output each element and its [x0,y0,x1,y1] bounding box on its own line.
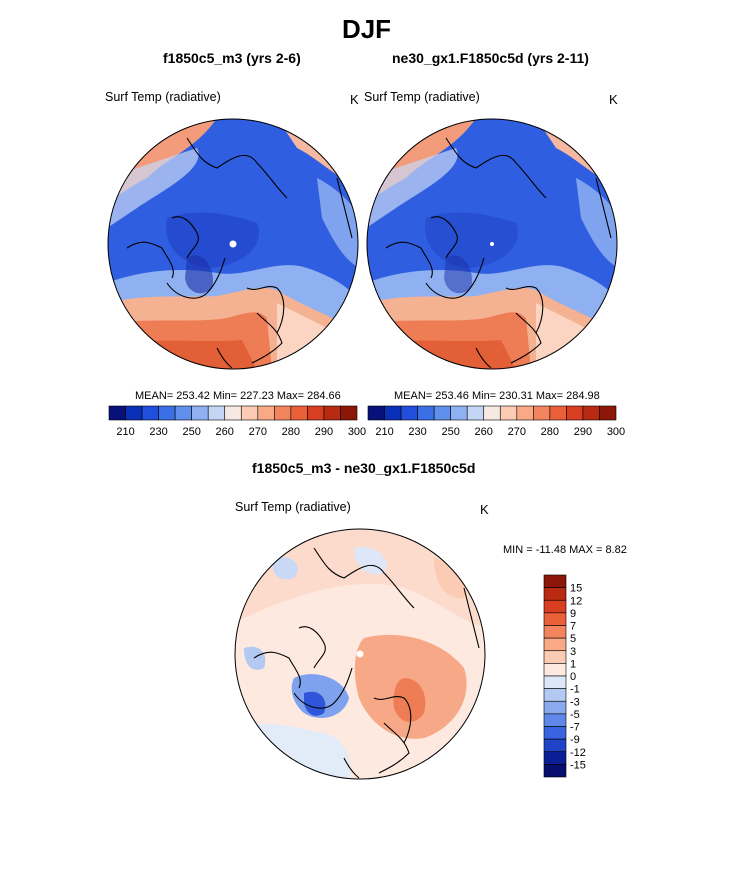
panel-1-variable-label: Surf Temp (radiative) [105,90,221,104]
panel-3-colorbar-label: -3 [570,696,580,708]
panel-3-colorbar-label: 12 [570,595,582,607]
panel-2-colorbar-label: 250 [441,426,459,438]
panel-2-colorbar-box [566,405,584,421]
panel-2-colorbar-box [582,405,600,421]
panel-1-colorbar-label: 260 [216,426,234,438]
panel-3-colorbar-label: 15 [570,583,582,595]
panel-1-colorbar-label: 270 [249,426,267,438]
panel-3-colorbar [543,574,567,778]
panel-2-colorbar-ticks: 210 230 250 260 270 280 290 300 [375,426,625,438]
panel-2-variable-label: Surf Temp (radiative) [364,90,480,104]
panel-2-colorbar-box [417,405,435,421]
panel-3-colorbar-box [543,625,567,639]
panel-3-colorbar-label: -5 [570,709,580,721]
panel-3-colorbar-label: -9 [570,734,580,746]
panel-2-colorbar-box [533,405,551,421]
panel-2-colorbar-label: 300 [607,426,625,438]
panel-3-colorbar-label: -12 [570,747,586,759]
panel-3-colorbar-label: -1 [570,684,580,696]
panel-1-colorbar-box [141,405,159,421]
panel-1-colorbar-label: 250 [182,426,200,438]
panel-3-stats: MIN = -11.48 MAX = 8.82 [503,544,627,556]
panel-2-colorbar-box [400,405,418,421]
panel-2-colorbar-box [450,405,468,421]
panel-3-title: f1850c5_m3 - ne30_gx1.F1850c5d [252,460,476,476]
panel-2-stats: MEAN= 253.46 Min= 230.31 Max= 284.98 [394,390,600,402]
panel-2-colorbar-box [549,405,567,421]
panel-2-colorbar-box [433,405,451,421]
panel-3-colorbar-box [543,587,567,601]
panel-3-colorbar-label: 5 [570,633,576,645]
panel-2-colorbar-label: 260 [475,426,493,438]
panel-3-colorbar-box [543,599,567,614]
panel-1-colorbar-box [307,405,325,421]
panel-3-colorbar-box [543,650,567,664]
panel-1-stats: MEAN= 253.42 Min= 227.23 Max= 284.66 [135,390,341,402]
panel-1-colorbar-box [340,405,358,421]
panel-1-units: K [350,92,359,107]
panel-3-colorbar-label: -15 [570,759,586,771]
panel-1-colorbar-box [207,405,226,421]
panel-3-units: K [480,502,489,517]
panel-2-colorbar-box [367,405,385,421]
panel-2-colorbar-label: 230 [408,426,426,438]
panel-3-colorbar-label: 7 [570,621,576,633]
panel-3-colorbar-box [543,751,567,765]
panel-1-colorbar-box [274,405,292,421]
panel-1-colorbar-box [323,405,341,421]
panel-3-colorbar-label: 3 [570,646,576,658]
panel-1-colorbar-box [158,405,176,421]
panel-2-colorbar-box [466,405,485,421]
panel-2-units: K [609,92,618,107]
panel-2-colorbar-box [516,405,534,421]
panel-3-colorbar-box [543,726,567,740]
panel-1-colorbar-label: 230 [149,426,167,438]
panel-1-colorbar-box [290,405,308,421]
panel-3-colorbar-box [543,675,567,689]
panel-1-map [107,118,359,370]
panel-1-colorbar-label: 290 [315,426,333,438]
panel-1-title: f1850c5_m3 (yrs 2-6) [163,50,301,66]
panel-1-colorbar-box [240,405,259,421]
panel-2-colorbar-box [599,405,617,421]
panel-2-colorbar-box [384,405,402,421]
panel-1-colorbar-ticks: 210 230 250 260 270 280 290 300 [116,426,366,438]
panel-2-colorbar-box [483,405,501,421]
panel-1-colorbar-label: 300 [348,426,366,438]
panel-1-colorbar-label: 280 [282,426,300,438]
panel-3-colorbar-label: 9 [570,608,576,620]
panel-1-colorbar [108,405,358,421]
panel-3-colorbar-label: -7 [570,722,580,734]
panel-3-colorbar-box [543,637,567,652]
panel-2-title: ne30_gx1.F1850c5d (yrs 2-11) [392,50,589,66]
panel-2-map [366,118,618,370]
panel-2-colorbar-box [499,405,518,421]
panel-3-colorbar-box [543,612,567,626]
panel-1-colorbar-box [191,405,209,421]
panel-1-colorbar-box [257,405,275,421]
panel-3-map [234,528,486,780]
figure-title: DJF [341,14,392,44]
panel-2-colorbar-label: 270 [508,426,526,438]
panel-3-colorbar-box [543,663,567,677]
panel-3-colorbar-label: 1 [570,658,576,670]
panel-1-colorbar-label: 210 [116,426,134,438]
panel-2-colorbar-label: 210 [375,426,393,438]
panel-3-colorbar-box [543,738,567,753]
panel-3-variable-label: Surf Temp (radiative) [235,500,351,514]
panel-2-colorbar-label: 280 [541,426,559,438]
panel-3-colorbar-box [543,574,567,588]
panel-3-colorbar-box [543,764,567,778]
panel-1-colorbar-box [224,405,242,421]
panel-1-colorbar-box [125,405,143,421]
panel-3-colorbar-label: 0 [570,671,576,683]
panel-3-colorbar-box [543,688,567,702]
panel-3-colorbar-box [543,713,567,727]
panel-1-colorbar-box [108,405,126,421]
panel-1-colorbar-box [174,405,192,421]
panel-2-colorbar-label: 290 [574,426,592,438]
panel-3-colorbar-box [543,700,567,715]
panel-2-colorbar [367,405,617,421]
